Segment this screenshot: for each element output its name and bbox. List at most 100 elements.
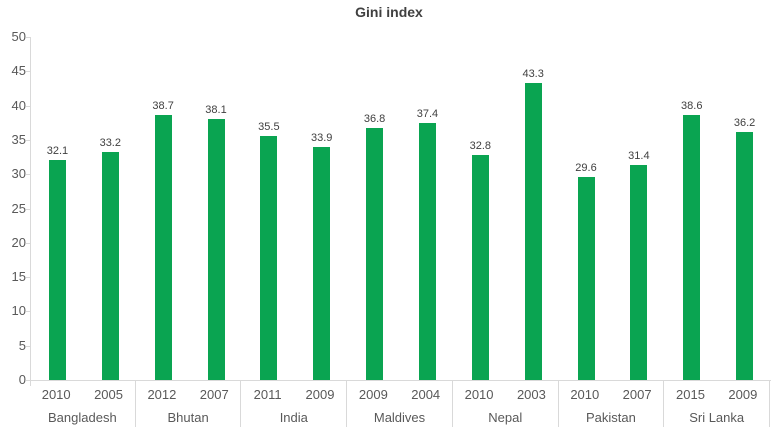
bar-value-label: 38.6 [681, 100, 703, 113]
bar-slot: 35.5 [242, 37, 295, 380]
country-group-pakistan: 29.6 31.4 [560, 37, 666, 380]
bar-value-label: 38.7 [152, 99, 174, 112]
year-label: 2012 [147, 387, 177, 402]
x-label-group-sri-lanka: 2015 2009 Sri Lanka [664, 381, 771, 427]
bar-slot: 36.2 [718, 37, 771, 380]
y-tick-label: 30 [11, 166, 26, 182]
bar-value-label: 38.1 [205, 103, 227, 116]
country-label: Bhutan [167, 410, 209, 425]
bar-bangladesh-2005: 33.2 [100, 137, 121, 380]
country-label: Sri Lanka [689, 410, 745, 425]
y-tick-mark [26, 174, 30, 175]
y-tick-mark [26, 311, 30, 312]
year-label: 2003 [516, 387, 546, 402]
y-tick-label: 35 [11, 131, 26, 147]
bar-slot: 33.9 [295, 37, 348, 380]
bar-slot: 38.6 [665, 37, 718, 380]
bar-nepal-2003: 43.3 [522, 68, 544, 380]
bar-slot: 32.1 [31, 37, 84, 380]
x-axis-origin-tick [30, 380, 31, 386]
chart-title: Gini index [355, 4, 423, 20]
bar-value-label: 33.9 [311, 132, 333, 145]
bar-slot: 32.8 [454, 37, 507, 380]
year-label: 2005 [94, 387, 123, 402]
bar-value-label: 37.4 [416, 108, 439, 121]
y-tick-label: 20 [11, 234, 26, 250]
year-label: 2004 [411, 387, 441, 402]
country-label: Bangladesh [48, 410, 117, 425]
bar-sri-lanka-2009: 36.2 [734, 117, 755, 380]
plot-area: 0 5 10 15 20 25 30 35 40 45 50 32.1 33.2 38.7 38.1 35.… [12, 29, 771, 387]
year-label: 2011 [253, 387, 282, 402]
bar-slot: 33.2 [84, 37, 137, 380]
year-label: 2009 [728, 387, 758, 402]
bar-value-label: 35.5 [258, 121, 280, 134]
bar-pakistan-2010: 29.6 [575, 162, 597, 380]
y-tick-mark [26, 140, 30, 141]
y-tick-mark [26, 277, 30, 278]
bar-nepal-2010: 32.8 [470, 140, 491, 380]
x-label-group-pakistan: 2010 2007 Pakistan [559, 381, 665, 427]
bar-bhutan-2012: 38.7 [152, 100, 174, 380]
bar-value-label: 43.3 [522, 67, 544, 80]
year-label: 2010 [570, 387, 600, 402]
y-tick-mark [26, 346, 30, 347]
bar-slot: 38.1 [190, 37, 243, 380]
country-group-india: 35.5 33.9 [242, 37, 348, 380]
bar-value-label: 36.8 [363, 112, 386, 125]
bar-slot: 43.3 [507, 37, 560, 380]
y-tick-mark [26, 209, 30, 210]
year-labels-row: 2015 2009 [664, 381, 769, 402]
y-tick-mark [26, 37, 30, 38]
year-label: 2009 [305, 387, 335, 402]
y-tick-label: 10 [11, 303, 26, 319]
country-group-nepal: 32.8 43.3 [454, 37, 560, 380]
bar-value-label: 31.4 [628, 149, 650, 162]
country-group-maldives: 36.8 37.4 [348, 37, 454, 380]
year-labels-row: 2010 2005 [30, 381, 135, 402]
year-label: 2007 [622, 387, 652, 402]
x-label-group-india: 2011 2009 India [241, 381, 348, 427]
y-tick-mark [26, 106, 30, 107]
country-label: Nepal [488, 410, 523, 425]
country-label: Pakistan [586, 410, 636, 425]
bar-value-label: 32.8 [469, 140, 492, 152]
x-label-group-bangladesh: 2010 2005 Bangladesh [30, 381, 136, 427]
bar-india-2009: 33.9 [311, 132, 332, 380]
bar-slot: 37.4 [401, 37, 454, 380]
x-label-group-nepal: 2010 2003 Nepal [453, 381, 559, 427]
bar-groups: 32.1 33.2 38.7 38.1 35.5 33.9 36.8 37.4 32.8 43.3… [31, 37, 771, 380]
year-labels-row: 2010 2007 [559, 381, 664, 402]
country-group-bangladesh: 32.1 33.2 [31, 37, 137, 380]
bar-value-label: 33.2 [99, 137, 121, 150]
year-label: 2009 [358, 387, 388, 402]
year-label: 2007 [199, 387, 229, 402]
year-labels-row: 2011 2009 [241, 381, 346, 402]
bar-value-label: 36.2 [733, 116, 756, 129]
y-tick-label: 45 [11, 63, 26, 79]
country-label: India [279, 410, 308, 425]
bar-value-label: 29.6 [575, 161, 597, 174]
country-group-bhutan: 38.7 38.1 [137, 37, 243, 380]
x-label-group-bhutan: 2012 2007 Bhutan [136, 381, 242, 427]
year-label: 2010 [464, 387, 494, 402]
bar-slot: 31.4 [612, 37, 665, 380]
y-tick-label: 25 [11, 200, 26, 216]
year-labels-row: 2010 2003 [453, 381, 558, 402]
y-tick-label: 15 [11, 269, 26, 285]
bar-bhutan-2007: 38.1 [205, 104, 227, 380]
bar-sri-lanka-2015: 38.6 [681, 100, 702, 380]
bar-slot: 29.6 [560, 37, 613, 380]
y-tick-label: 0 [18, 372, 26, 387]
bar-maldives-2009: 36.8 [364, 113, 385, 380]
y-tick-mark [26, 380, 30, 381]
bar-pakistan-2007: 31.4 [628, 150, 650, 380]
bar-slot: 38.7 [137, 37, 190, 380]
y-tick-label: 50 [11, 29, 26, 44]
y-tick-label: 5 [18, 337, 26, 353]
year-label: 2015 [676, 387, 705, 402]
y-tick-label: 40 [11, 97, 26, 113]
bar-india-2011: 35.5 [258, 121, 280, 380]
year-labels-row: 2009 2004 [347, 381, 452, 402]
